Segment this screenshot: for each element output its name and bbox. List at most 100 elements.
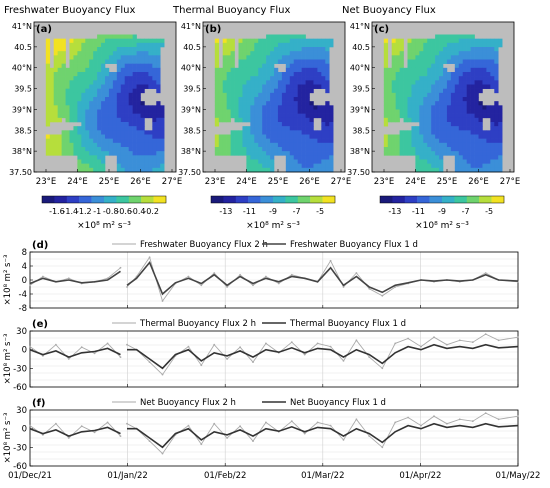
map-cell: [238, 59, 243, 64]
map-cell: [439, 130, 444, 135]
map-cell: [325, 159, 330, 164]
map-cell: [454, 76, 460, 81]
map-cell: [482, 38, 487, 44]
data-point: [517, 336, 519, 339]
map-cell: [454, 113, 460, 119]
map-cell: [112, 109, 118, 114]
map-cell: [226, 72, 231, 77]
map-cell: [214, 117, 220, 123]
map-cell: [140, 117, 145, 123]
map-cell: [321, 159, 326, 164]
map-cell: [439, 84, 444, 89]
lat-tick-label: 38°N: [350, 147, 370, 156]
map-cell: [230, 88, 235, 94]
map-cell: [277, 88, 283, 94]
map-cell: [313, 67, 318, 73]
map-cell: [45, 84, 51, 89]
map-cell: [116, 101, 122, 106]
map-cell: [152, 76, 157, 81]
map-cell: [419, 67, 424, 73]
map-cell: [132, 51, 137, 56]
map-cell: [285, 142, 291, 148]
map-cell: [270, 59, 275, 64]
map-cell: [301, 113, 306, 119]
map-cell: [97, 51, 102, 56]
map-cell: [407, 63, 412, 69]
map-cell: [258, 80, 263, 85]
map-cell: [97, 59, 102, 64]
map-cell: [293, 130, 298, 135]
map-cell: [321, 51, 326, 56]
map-cell: [446, 80, 452, 85]
map-cell: [419, 117, 424, 123]
map-cell: [152, 42, 157, 48]
map-cell: [285, 97, 291, 102]
map-cell: [116, 126, 122, 131]
y-tick-label: -30: [13, 364, 27, 374]
map-cell: [93, 134, 98, 139]
data-point: [290, 273, 293, 276]
map-cell: [293, 34, 298, 39]
map-cell: [97, 155, 102, 160]
map-cell: [462, 67, 467, 73]
map-cell: [148, 84, 153, 89]
map-cell: [124, 72, 129, 77]
map-cell: [415, 101, 420, 106]
map-cell: [419, 51, 424, 56]
map-cell: [431, 80, 436, 85]
map-cell: [148, 72, 153, 77]
map-cell: [214, 84, 220, 89]
map-cell: [305, 117, 310, 123]
map-cell: [482, 51, 487, 56]
map-cell: [285, 159, 291, 164]
map-cell: [415, 67, 420, 73]
map-cell: [93, 88, 98, 94]
map-cell: [69, 55, 74, 60]
map-cell: [466, 109, 471, 114]
map-cell: [270, 97, 275, 102]
map-cell: [293, 59, 298, 64]
map-cell: [226, 51, 231, 56]
map-cell: [427, 163, 432, 169]
map-cell: [124, 55, 129, 60]
map-cell: [238, 92, 243, 98]
map-cell: [301, 67, 306, 73]
map-cell: [419, 92, 424, 98]
map-cell: [61, 109, 66, 114]
map-cell: [85, 134, 90, 139]
map-cell: [132, 126, 137, 131]
map-cell: [152, 67, 157, 73]
map-cell: [443, 105, 448, 110]
map-cell: [144, 159, 149, 164]
map-cell: [297, 72, 302, 77]
map-cell: [490, 76, 495, 81]
map-cell: [478, 113, 483, 119]
map-cell: [285, 42, 291, 48]
map-cell: [494, 138, 499, 144]
map-cell: [498, 42, 503, 48]
map-cell: [490, 72, 495, 77]
map-cell: [478, 109, 483, 114]
map-cell: [431, 92, 436, 98]
map-cell: [124, 130, 129, 135]
map-cell: [297, 159, 302, 164]
map-cell: [383, 47, 389, 52]
map-cell: [238, 47, 243, 52]
map-cell: [293, 142, 298, 148]
map-cell: [85, 142, 90, 148]
map-cell: [285, 47, 291, 52]
map-cell: [285, 76, 291, 81]
map-cell: [93, 167, 98, 173]
map-cell: [89, 92, 94, 98]
map-cell: [427, 38, 432, 44]
map-cell: [156, 163, 161, 169]
map-cell: [262, 126, 267, 131]
colorbar-swatch: [454, 196, 467, 203]
map-cell: [53, 101, 58, 106]
map-cell: [325, 109, 330, 114]
map-cell: [478, 138, 483, 144]
map-cell: [450, 151, 456, 156]
map-cell: [222, 55, 227, 60]
map-cell: [120, 109, 126, 114]
map-cell: [57, 59, 62, 64]
